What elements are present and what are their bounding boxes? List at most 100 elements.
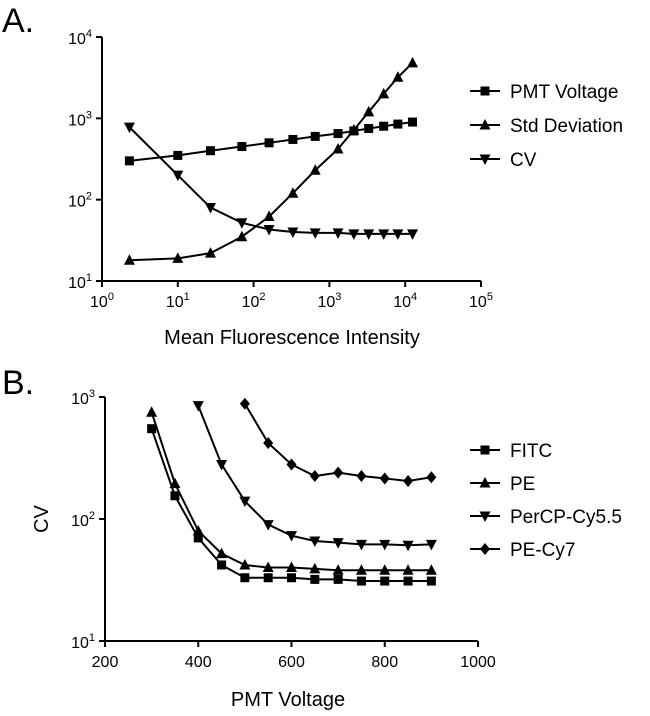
data-point-pmt-voltage xyxy=(264,138,274,148)
data-point-std-deviation xyxy=(309,164,321,175)
data-point-cv xyxy=(363,229,375,240)
data-point-pe xyxy=(239,558,251,570)
data-point-pe-cy7 xyxy=(263,436,274,449)
data-point-pe-cy7 xyxy=(426,471,437,484)
data-point-cv xyxy=(407,229,419,240)
series-cv xyxy=(123,122,419,240)
y-tick-label: 101 xyxy=(68,272,92,292)
data-point-pe-cy7 xyxy=(239,397,250,410)
legend-label: PE-Cy7 xyxy=(510,540,575,561)
legend-item-fitc: FITC xyxy=(470,441,552,462)
data-point-cv xyxy=(332,228,344,239)
panel-b-axes: 101 102 103 200 400 600 800 1000 xyxy=(71,388,496,671)
data-point-cv xyxy=(236,218,248,229)
data-point-pe-cy7 xyxy=(333,466,344,479)
data-point-fitc xyxy=(287,573,296,583)
data-point-pmt-voltage xyxy=(288,134,298,144)
data-point-fitc xyxy=(240,573,250,583)
data-point-std-deviation xyxy=(263,210,275,222)
y-tick-label: 103 xyxy=(71,388,95,408)
data-point-std-deviation xyxy=(204,247,216,258)
data-point-std-deviation xyxy=(172,252,184,263)
data-point-cv xyxy=(378,229,390,240)
data-point-pmt-voltage xyxy=(333,129,343,139)
legend-label: CV xyxy=(510,150,537,171)
panel-b-y-axis-title: CV xyxy=(31,504,53,532)
data-point-pmt-voltage xyxy=(237,142,247,152)
legend-marker xyxy=(479,119,491,130)
data-point-pmt-voltage xyxy=(173,150,183,160)
legend-label: PE xyxy=(510,474,535,495)
y-tick-label: 101 xyxy=(71,632,95,652)
data-point-cv xyxy=(348,229,360,240)
data-point-pe xyxy=(192,524,204,536)
data-point-fitc xyxy=(380,576,390,586)
x-tick-label: 800 xyxy=(371,654,398,671)
x-tick-label: 100 xyxy=(90,291,114,311)
legend-label: FITC xyxy=(510,441,552,462)
data-point-std-deviation xyxy=(332,142,344,154)
data-point-percp-cy5-5 xyxy=(355,539,367,551)
data-point-fitc xyxy=(426,576,436,586)
data-point-fitc xyxy=(193,533,203,543)
data-point-std-deviation xyxy=(287,187,299,198)
data-point-pe-cy7 xyxy=(309,470,320,483)
panel-a-x-axis-title: Mean Fluorescence Intensity xyxy=(164,327,420,349)
data-point-pe-cy7 xyxy=(379,472,390,485)
data-point-cv xyxy=(123,122,135,134)
data-point-pmt-voltage xyxy=(310,131,320,141)
data-point-cv xyxy=(263,224,275,236)
legend-marker xyxy=(480,86,490,96)
panel-a-label: A. xyxy=(2,2,34,40)
data-point-pe xyxy=(286,561,297,573)
panel-a-series xyxy=(123,56,419,265)
legend-item-pe: PE xyxy=(470,474,535,495)
data-point-pe-cy7 xyxy=(356,470,367,483)
data-point-fitc xyxy=(263,573,273,583)
data-point-percp-cy5-5 xyxy=(239,496,251,508)
x-tick-label: 104 xyxy=(393,291,417,311)
panel-a-legend: PMT Voltage Std Deviation CV xyxy=(470,82,623,171)
y-tick-label: 102 xyxy=(68,191,92,211)
panel-b-legend: FITC PE PerCP-Cy5.5 PE-Cy7 xyxy=(470,441,622,561)
legend-item-cv: CV xyxy=(470,150,537,171)
data-point-fitc xyxy=(217,560,227,570)
legend-item-pe-cy7: PE-Cy7 xyxy=(470,540,575,561)
data-point-percp-cy5-5 xyxy=(192,401,204,412)
panel-b-series xyxy=(146,397,437,586)
data-point-pmt-voltage xyxy=(393,119,403,129)
data-point-pmt-voltage xyxy=(364,123,374,133)
y-tick-label: 103 xyxy=(68,109,92,129)
legend-label: Std Deviation xyxy=(510,116,623,137)
y-tick-label: 104 xyxy=(68,28,92,48)
data-point-pe-cy7 xyxy=(286,458,297,471)
data-point-fitc xyxy=(310,574,320,584)
data-point-pe-cy7 xyxy=(403,474,414,487)
data-point-std-deviation xyxy=(407,56,419,68)
series-pmt-voltage xyxy=(124,117,418,166)
legend-marker xyxy=(480,445,490,455)
panel-b-label: B. xyxy=(2,364,34,402)
data-point-cv xyxy=(204,203,216,214)
data-point-pmt-voltage xyxy=(124,156,134,166)
x-tick-label: 105 xyxy=(469,291,493,311)
data-point-pe xyxy=(146,406,158,417)
data-point-std-deviation xyxy=(236,230,248,242)
x-tick-label: 600 xyxy=(278,654,305,671)
data-point-fitc xyxy=(147,424,157,434)
series-line-pe xyxy=(150,411,432,572)
series-pe-cy7 xyxy=(239,397,437,487)
data-point-percp-cy5-5 xyxy=(332,538,344,549)
panel-b: B. 101 102 103 200 400 600 800 1000 FITC PE PerCP… xyxy=(2,364,622,711)
data-point-pmt-voltage xyxy=(205,146,215,156)
legend-marker xyxy=(480,543,490,555)
data-point-std-deviation xyxy=(392,71,404,82)
data-point-percp-cy5-5 xyxy=(425,539,437,551)
data-point-pe xyxy=(262,561,274,573)
series-std-deviation xyxy=(123,56,419,265)
x-tick-label: 102 xyxy=(242,291,266,311)
data-point-cv xyxy=(287,227,299,239)
data-point-pmt-voltage xyxy=(379,121,389,131)
